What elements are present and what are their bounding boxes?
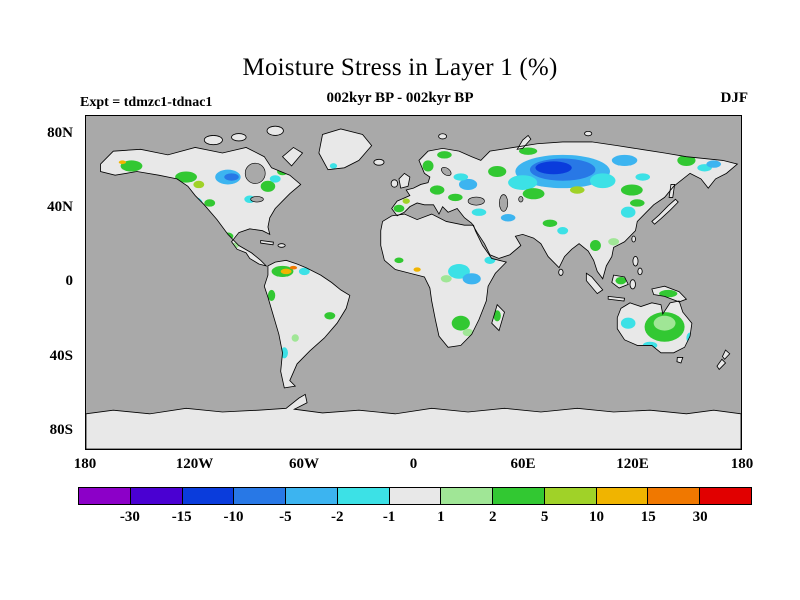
longitude-axis: 180 120W 60W 0 60E 120E 180 — [74, 453, 754, 477]
coastlines — [86, 125, 741, 449]
lon-tick-label: 180 — [730, 456, 754, 472]
colorbar-tick-label: -2 — [330, 509, 344, 525]
colorbar-segment — [647, 488, 700, 504]
world-map-frame — [85, 115, 742, 450]
continents — [86, 126, 741, 449]
lat-tick-label: 40S — [49, 347, 73, 364]
colorbar-tick-label: 2 — [489, 509, 497, 525]
lon-tick-label: 60W — [289, 456, 319, 472]
colorbar-segment — [595, 488, 648, 504]
colorbar — [78, 487, 752, 505]
lon-tick-label: 120E — [616, 456, 649, 472]
lon-tick-label: 180 — [73, 456, 97, 472]
lon-tick-label: 120W — [175, 456, 214, 472]
colorbar-segment — [79, 488, 130, 504]
colorbar-segment — [233, 488, 286, 504]
colorbar-tick-label: 15 — [640, 509, 656, 525]
lat-tick-label: 40N — [47, 199, 73, 216]
colorbar-segment — [285, 488, 337, 504]
experiment-label: Expt = tdmzc1-tdnac1 — [80, 95, 213, 110]
colorbar-segment — [129, 488, 182, 504]
colorbar-tick-label: -1 — [382, 509, 396, 525]
world-map — [86, 116, 741, 449]
lat-tick-label: 0 — [65, 273, 74, 290]
colorbar-segment — [181, 488, 234, 504]
colorbar-tick-label: 10 — [588, 509, 604, 525]
colorbar-tick-label: -5 — [279, 509, 292, 525]
latitude-axis: 80N 40N 0 40S 80S — [0, 115, 78, 450]
lat-tick-label: 80N — [47, 124, 73, 141]
colorbar-segment — [440, 488, 493, 504]
page-title: Moisture Stress in Layer 1 (%) — [242, 54, 558, 81]
colorbar-tick-label: 30 — [692, 509, 708, 525]
colorbar-labels: -30 -15 -10 -5 -2 -1 1 2 5 10 15 30 — [78, 509, 752, 529]
colorbar-tick-label: -30 — [119, 509, 140, 525]
colorbar-segment — [699, 488, 751, 504]
colorbar-tick-label: -15 — [171, 509, 192, 525]
colorbar-segment — [388, 488, 441, 504]
colorbar-segment — [336, 488, 389, 504]
colorbar-tick-label: 1 — [437, 509, 445, 525]
colorbar-segment — [492, 488, 544, 504]
colorbar-tick-label: -10 — [223, 509, 244, 525]
inland-seas — [244, 162, 524, 212]
lon-tick-label: 60E — [510, 456, 536, 472]
season-label: DJF — [720, 90, 749, 106]
colorbar-tick-label: 5 — [540, 509, 549, 525]
lat-tick-label: 80S — [49, 422, 73, 439]
colorbar-segment — [543, 488, 596, 504]
lon-tick-label: 0 — [409, 456, 418, 472]
